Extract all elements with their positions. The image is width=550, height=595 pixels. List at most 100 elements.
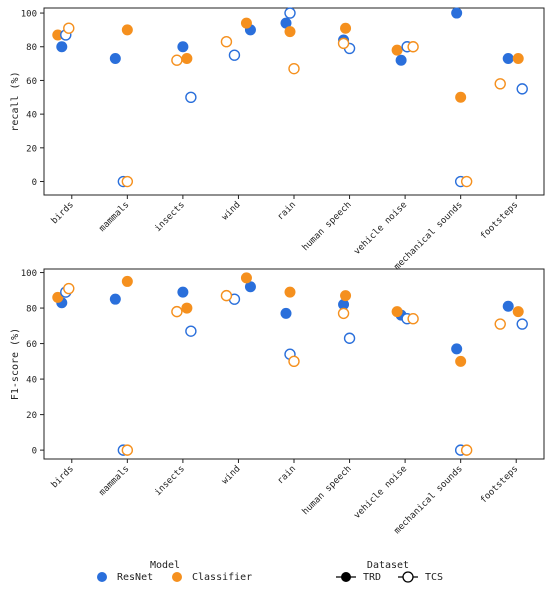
data-point-classifier-tcs — [407, 313, 419, 325]
data-point-classifier-trd — [240, 272, 252, 284]
data-point-resnet-tcs — [516, 318, 528, 330]
x-tick-label: mammals — [98, 464, 132, 498]
data-point-classifier-trd — [391, 44, 403, 56]
data-point-classifier-trd — [455, 355, 467, 367]
data-point-resnet-tcs — [185, 91, 197, 103]
legend-trd-marker — [341, 572, 351, 582]
legend-dataset-title: Dataset — [367, 560, 409, 571]
x-tick-label: wind — [220, 464, 242, 486]
data-point-resnet-tcs — [284, 7, 296, 19]
data-point-classifier-trd — [391, 306, 403, 318]
data-point-classifier-tcs — [220, 35, 233, 48]
data-point-resnet-tcs — [343, 332, 356, 344]
data-point-classifier-trd — [455, 91, 467, 103]
data-point-resnet-trd — [338, 299, 350, 311]
data-point-resnet-tcs — [228, 49, 241, 61]
data-point-classifier-tcs — [494, 318, 506, 330]
x-tick-label: insects — [153, 200, 187, 234]
data-point-resnet-trd — [177, 41, 189, 53]
data-point-classifier-tcs — [121, 444, 134, 456]
data-point-classifier-tcs — [407, 41, 419, 53]
y-tick-label: 0 — [32, 178, 37, 188]
data-point-resnet-trd — [109, 293, 121, 305]
data-point-resnet-trd — [177, 286, 189, 298]
y-tick-label: 0 — [32, 447, 37, 457]
x-tick-label: rain — [276, 464, 298, 486]
data-point-classifier-tcs — [460, 175, 473, 188]
data-point-classifier-tcs — [220, 289, 233, 302]
data-point-classifier-trd — [181, 302, 193, 314]
data-point-resnet-trd — [502, 53, 514, 65]
y-tick-label: 20 — [26, 144, 37, 154]
data-point-resnet-tcs — [185, 325, 197, 337]
y-tick-label: 60 — [26, 77, 37, 87]
data-point-classifier-trd — [52, 29, 64, 41]
data-point-resnet-trd — [502, 300, 514, 312]
legend-tcs-marker — [402, 571, 414, 583]
data-point-classifier-tcs — [288, 355, 300, 368]
y-axis-label: recall (%) — [10, 71, 21, 131]
recall-panel: 0 20 40 60 80 100 recall (%) birds mammals insect… — [10, 7, 545, 272]
data-point-resnet-trd — [280, 307, 292, 319]
x-tick-label: wind — [220, 200, 242, 222]
data-point-classifier-tcs — [337, 37, 350, 50]
data-point-classifier-trd — [512, 306, 524, 318]
x-tick-label: birds — [50, 464, 76, 490]
x-tick-label: birds — [50, 200, 76, 226]
data-point-classifier-trd — [340, 22, 352, 34]
x-tick-label: insects — [153, 464, 187, 498]
data-point-classifier-tcs — [171, 54, 183, 66]
x-tick-label: footsteps — [479, 464, 521, 506]
y-tick-label: 100 — [21, 10, 37, 20]
x-tick-label: vehicle noise — [352, 200, 409, 257]
data-point-classifier-trd — [284, 26, 296, 38]
x-tick-label: rain — [276, 200, 298, 222]
data-point-resnet-trd — [451, 343, 463, 355]
y-tick-label: 40 — [26, 111, 37, 121]
legend-resnet-label: ResNet — [117, 572, 153, 583]
y-tick-label: 80 — [26, 305, 37, 315]
legend-classifier-label: Classifier — [192, 572, 252, 583]
f1-panel: 0 20 40 60 80 100 F1-score (%) birds mammals inse… — [10, 268, 545, 536]
data-point-classifier-trd — [121, 24, 133, 36]
data-point-classifier-trd — [512, 53, 524, 65]
x-tick-label: vehicle noise — [352, 464, 409, 521]
data-point-resnet-trd — [109, 53, 121, 65]
x-tick-label: human speech — [301, 464, 354, 517]
data-point-classifier-trd — [240, 17, 252, 29]
data-point-classifier-tcs — [337, 307, 350, 320]
y-tick-label: 20 — [26, 411, 37, 421]
data-point-classifier-tcs — [460, 444, 473, 456]
plot-frame — [43, 7, 545, 196]
y-tick-label: 40 — [26, 376, 37, 386]
data-point-resnet-trd — [395, 54, 407, 66]
data-point-resnet-trd — [280, 17, 292, 29]
data-point-classifier-tcs — [288, 62, 300, 75]
x-tick-label: mammals — [98, 200, 132, 234]
legend-classifier-marker — [172, 572, 182, 582]
data-point-classifier-tcs — [121, 175, 134, 188]
y-axis-label: F1-score (%) — [10, 328, 21, 400]
data-point-classifier-tcs — [494, 78, 506, 90]
data-point-classifier-tcs — [171, 305, 183, 318]
legend-model-title: Model — [150, 560, 180, 571]
y-tick-label: 80 — [26, 43, 37, 53]
y-tick-label: 60 — [26, 340, 37, 350]
data-point-classifier-trd — [52, 291, 64, 303]
legend: Model ResNet Classifier Dataset TRD TCS — [97, 560, 443, 583]
x-tick-label: footsteps — [479, 200, 521, 242]
data-point-resnet-trd — [451, 7, 463, 19]
data-point-classifier-trd — [340, 290, 352, 302]
data-point-classifier-trd — [121, 275, 133, 287]
data-point-classifier-tcs — [63, 22, 75, 34]
data-point-classifier-trd — [181, 53, 193, 65]
data-point-resnet-trd — [56, 41, 68, 53]
legend-tcs-label: TCS — [425, 572, 443, 583]
legend-trd-label: TRD — [363, 572, 381, 583]
legend-resnet-marker — [97, 572, 107, 582]
data-point-classifier-trd — [284, 286, 296, 298]
data-point-resnet-trd — [244, 281, 256, 293]
data-point-resnet-tcs — [516, 83, 528, 95]
